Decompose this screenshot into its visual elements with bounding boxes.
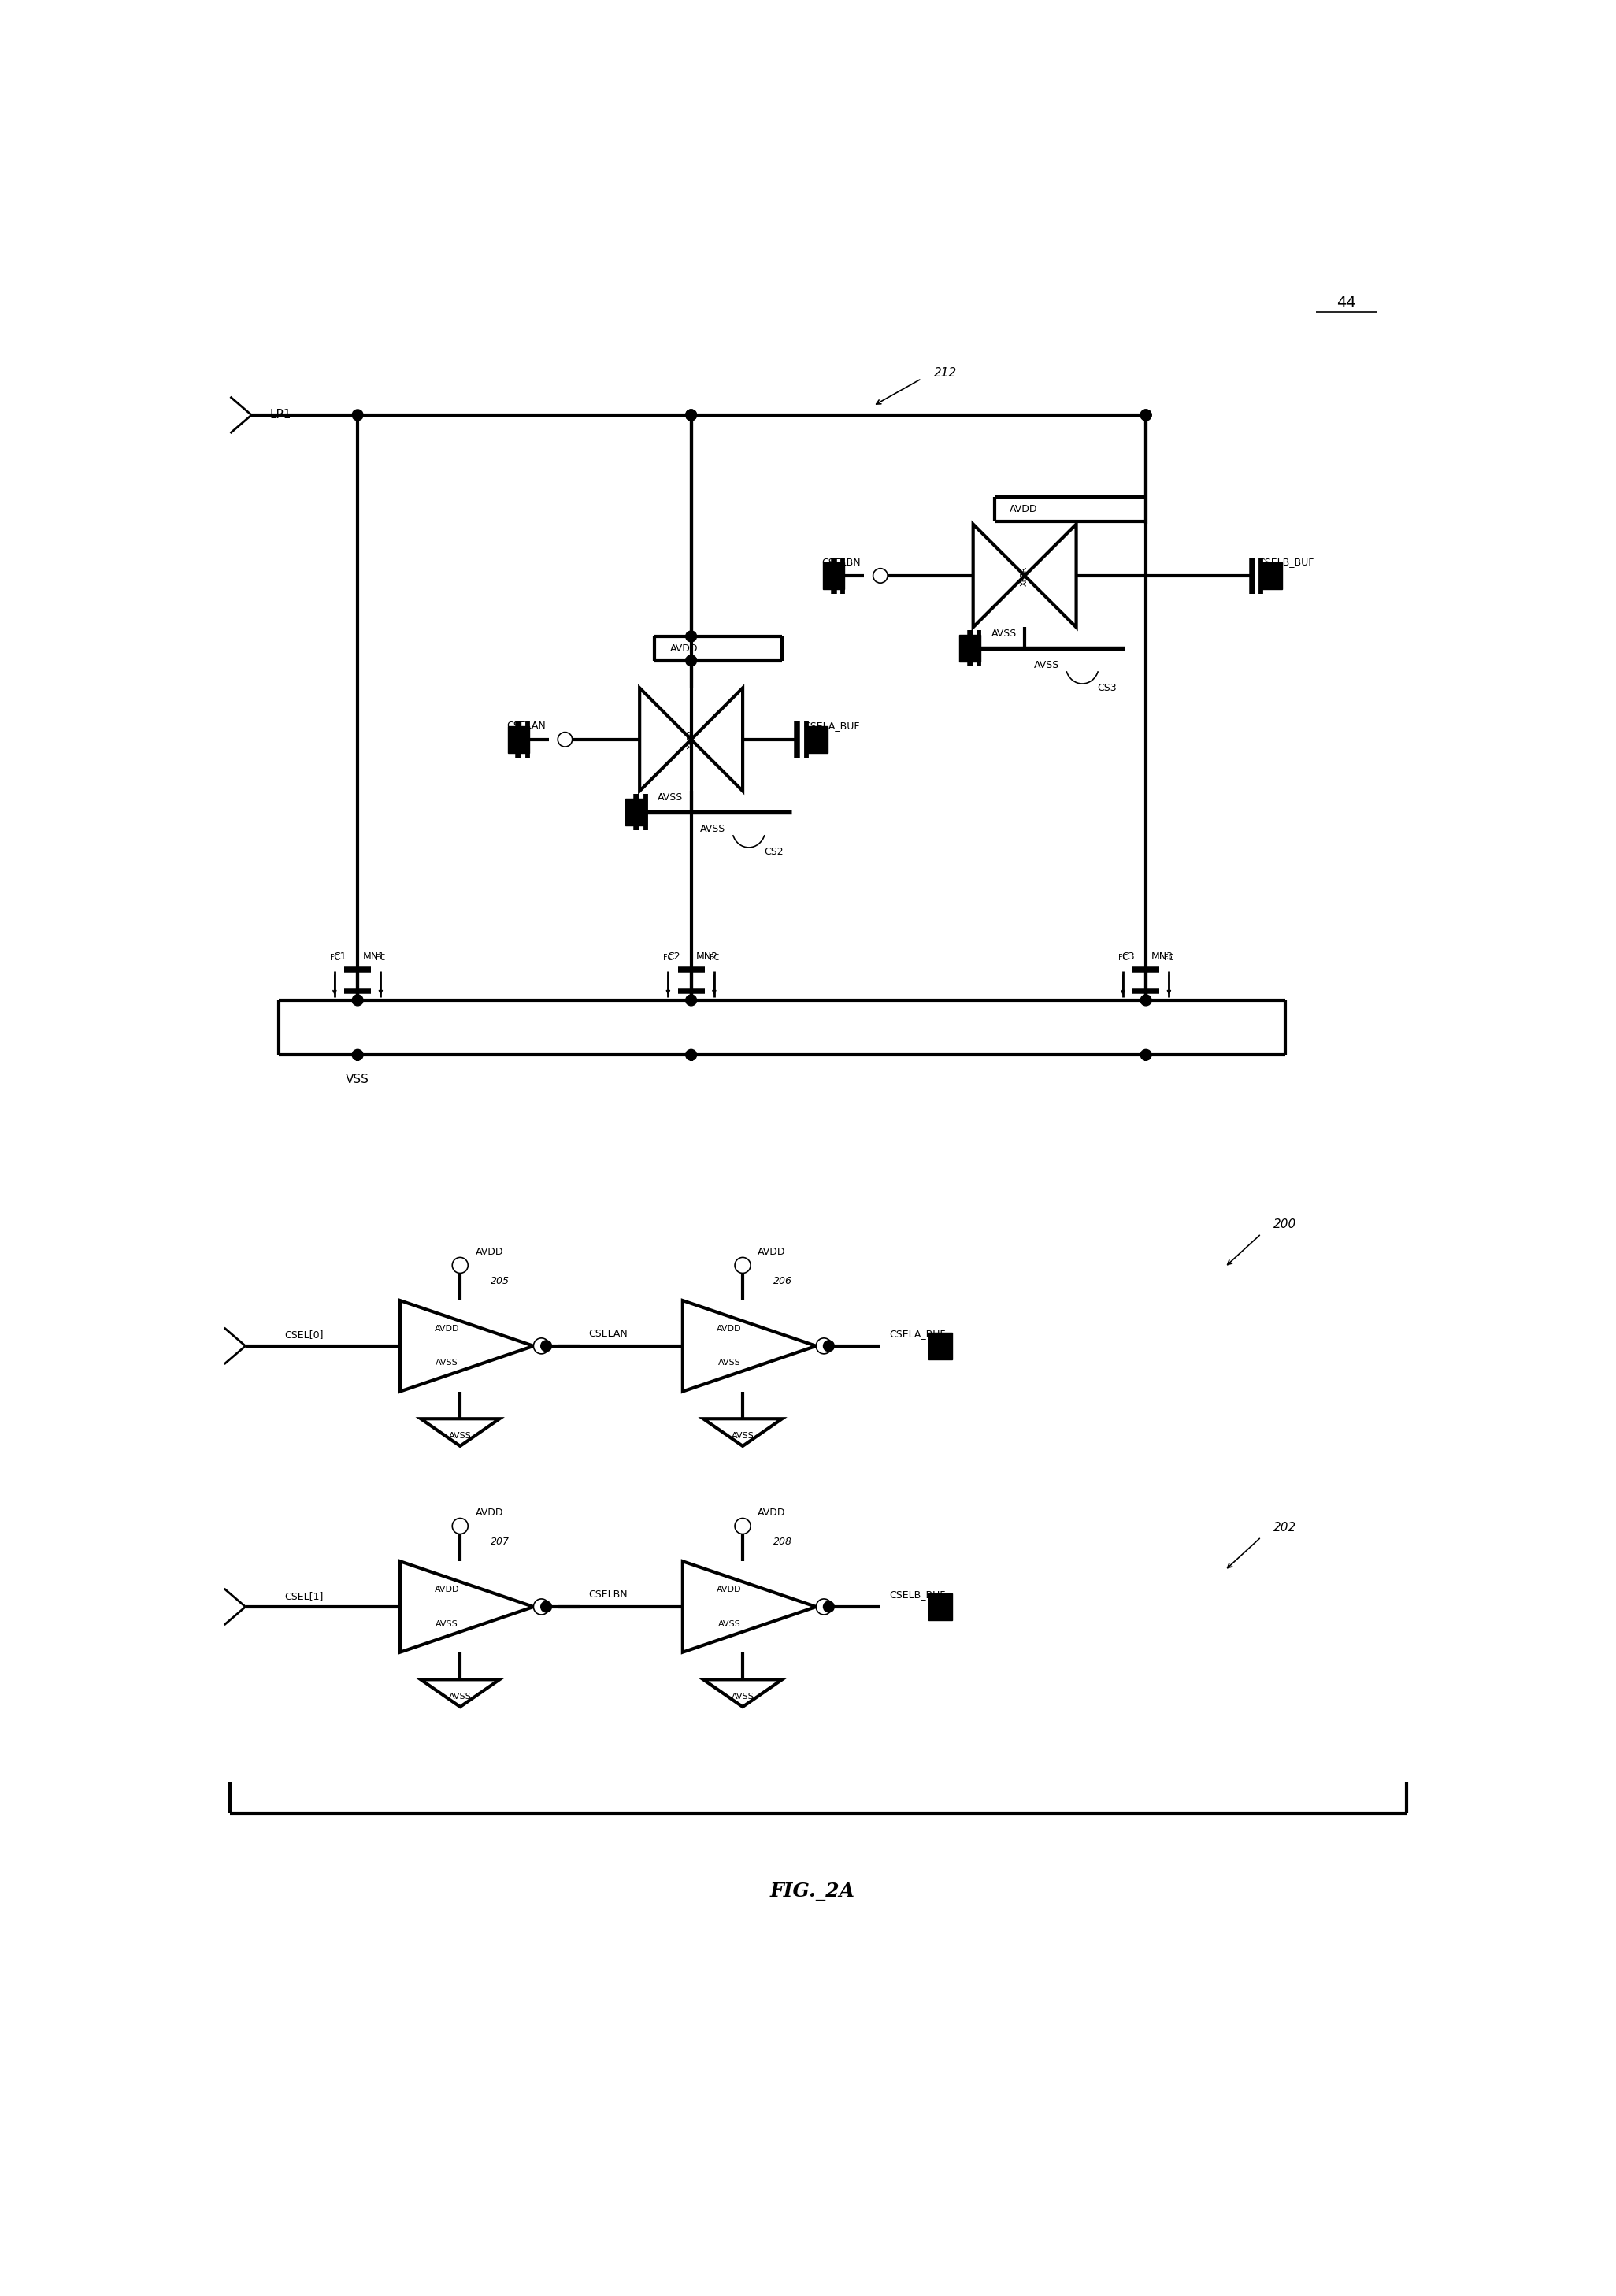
Text: VSS: VSS [346, 1072, 370, 1086]
Text: AVDD: AVDD [475, 1508, 503, 1518]
Circle shape [452, 1258, 469, 1274]
Circle shape [823, 1600, 834, 1612]
Text: CSELB_BUF: CSELB_BUF [889, 1589, 945, 1600]
Text: CSELA_BUF: CSELA_BUF [803, 721, 860, 730]
Circle shape [823, 1341, 834, 1352]
Bar [507, 726, 530, 753]
Text: AVDD: AVDD [758, 1247, 785, 1258]
Text: AVSS: AVSS [435, 1619, 457, 1628]
Circle shape [533, 1598, 549, 1614]
Circle shape [1141, 409, 1152, 420]
Circle shape [685, 409, 696, 420]
Circle shape [1141, 994, 1152, 1006]
Circle shape [685, 1049, 696, 1061]
Bar [929, 1332, 952, 1359]
Bar [960, 636, 981, 661]
Text: 206: 206 [772, 1277, 792, 1286]
Text: CSELAN: CSELAN [588, 1329, 629, 1339]
Text: CSELB_BUF: CSELB_BUF [1259, 558, 1314, 567]
Text: C3: C3 [1122, 951, 1134, 962]
Text: AVDD: AVDD [718, 1587, 742, 1593]
Text: MN3: MN3 [1151, 951, 1173, 962]
Text: XFER: XFER [1021, 565, 1029, 585]
Circle shape [1141, 1049, 1152, 1061]
Text: AVSS: AVSS [732, 1433, 755, 1440]
Circle shape [816, 1598, 832, 1614]
Text: AVSS: AVSS [449, 1692, 472, 1701]
Text: FC: FC [709, 953, 719, 962]
Text: CSEL[0]: CSEL[0] [284, 1329, 323, 1341]
Circle shape [533, 1339, 549, 1355]
Text: 205: 205 [490, 1277, 509, 1286]
Circle shape [352, 409, 364, 420]
Bar [823, 563, 845, 590]
Text: 207: 207 [490, 1536, 509, 1548]
Text: CSELAN: CSELAN [506, 721, 546, 730]
Bar [806, 726, 827, 753]
Text: CS3: CS3 [1097, 682, 1117, 693]
Text: FIG._2A: FIG._2A [769, 1883, 855, 1901]
Circle shape [685, 654, 696, 666]
Circle shape [352, 1049, 364, 1061]
Text: AVDD: AVDD [435, 1587, 459, 1593]
Text: 200: 200 [1273, 1219, 1296, 1231]
Circle shape [685, 631, 696, 643]
Circle shape [685, 409, 696, 420]
Bar [1260, 563, 1283, 590]
Circle shape [873, 569, 887, 583]
Text: AVDD: AVDD [758, 1508, 785, 1518]
Text: AVSS: AVSS [1034, 661, 1058, 670]
Text: AVSS: AVSS [435, 1359, 457, 1366]
Text: FC: FC [377, 953, 386, 962]
Text: FC: FC [663, 953, 672, 962]
Circle shape [541, 1600, 551, 1612]
Text: AVDD: AVDD [671, 643, 698, 654]
Bar [625, 799, 646, 827]
Text: AVDD: AVDD [435, 1325, 459, 1334]
Circle shape [541, 1341, 551, 1352]
Circle shape [735, 1258, 750, 1274]
Circle shape [558, 732, 572, 746]
Text: AVSS: AVSS [449, 1433, 472, 1440]
Text: 212: 212 [934, 367, 957, 379]
Circle shape [816, 1339, 832, 1355]
Text: AVDD: AVDD [718, 1325, 742, 1334]
Text: AVSS: AVSS [658, 792, 684, 801]
Text: AVSS: AVSS [991, 629, 1016, 638]
Circle shape [352, 994, 364, 1006]
Text: CSEL[1]: CSEL[1] [284, 1591, 323, 1600]
Text: CSELBN: CSELBN [588, 1589, 627, 1600]
Text: 208: 208 [772, 1536, 792, 1548]
Text: AVSS: AVSS [718, 1619, 740, 1628]
Circle shape [1141, 409, 1152, 420]
Text: C2: C2 [667, 951, 680, 962]
Text: MN1: MN1 [362, 951, 385, 962]
Bar [929, 1593, 952, 1621]
Text: 202: 202 [1273, 1522, 1296, 1534]
Text: FC: FC [1164, 953, 1173, 962]
Text: AVSS: AVSS [700, 824, 726, 833]
Text: AVDD: AVDD [475, 1247, 503, 1258]
Text: CSELA_BUF: CSELA_BUF [889, 1329, 945, 1339]
Text: FC: FC [1118, 953, 1128, 962]
Circle shape [735, 1518, 750, 1534]
Text: MN2: MN2 [696, 951, 718, 962]
Text: CS2: CS2 [764, 847, 784, 856]
Text: C1: C1 [333, 951, 347, 962]
Text: AVSS: AVSS [718, 1359, 740, 1366]
Text: LP1: LP1 [270, 409, 291, 420]
Text: XFER: XFER [687, 730, 695, 748]
Circle shape [452, 1518, 469, 1534]
Text: AVDD: AVDD [1010, 503, 1037, 514]
Text: 44: 44 [1336, 296, 1356, 310]
Text: CSELBN: CSELBN [823, 558, 861, 567]
Text: AVSS: AVSS [732, 1692, 755, 1701]
Circle shape [685, 994, 696, 1006]
Text: FC: FC [330, 953, 339, 962]
